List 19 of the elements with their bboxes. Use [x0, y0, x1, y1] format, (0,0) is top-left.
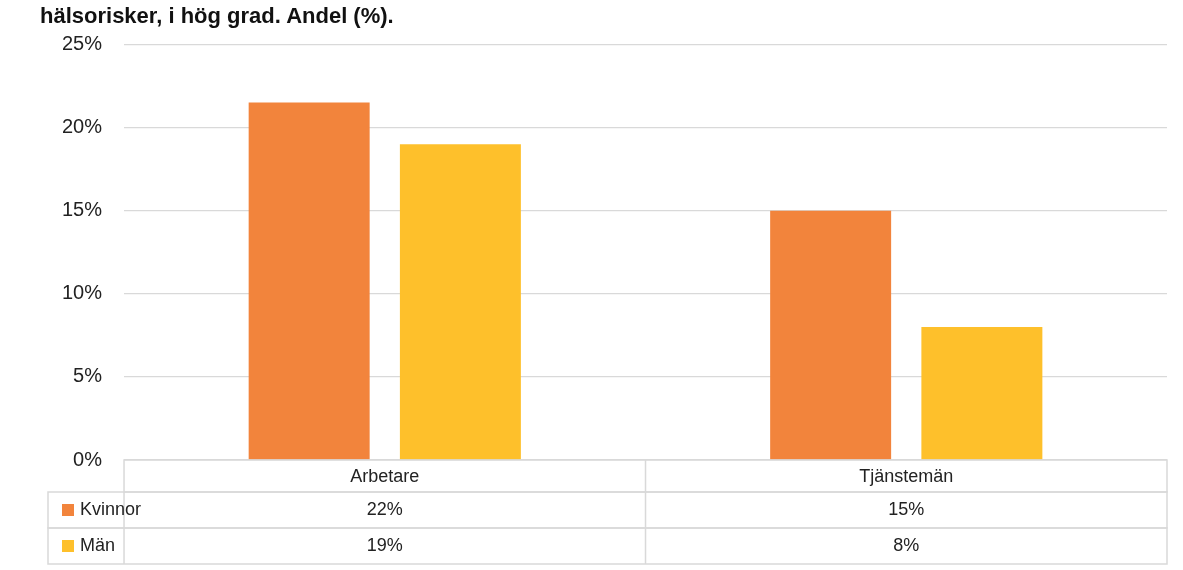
x-tick-label: Arbetare	[350, 465, 420, 486]
bar	[770, 210, 892, 460]
legend-label: Kvinnor	[80, 498, 142, 519]
legend-label: Män	[80, 534, 116, 555]
y-tick-label: 25%	[62, 31, 103, 54]
y-tick-label: 15%	[62, 198, 103, 221]
chart-title: hälsorisker, i hög grad. Andel (%).	[40, 3, 394, 29]
data-label: 8%	[893, 534, 920, 555]
y-tick-label: 10%	[62, 281, 103, 304]
bar	[248, 102, 370, 460]
y-tick-label: 5%	[73, 364, 103, 387]
data-label: 15%	[888, 498, 925, 519]
bar	[921, 327, 1043, 460]
bar	[399, 144, 521, 460]
y-tick-label: 20%	[62, 115, 103, 138]
x-tick-label: Tjänstemän	[859, 465, 954, 486]
data-label: 22%	[366, 498, 403, 519]
data-label: 19%	[366, 534, 403, 555]
y-tick-label: 0%	[73, 447, 103, 470]
